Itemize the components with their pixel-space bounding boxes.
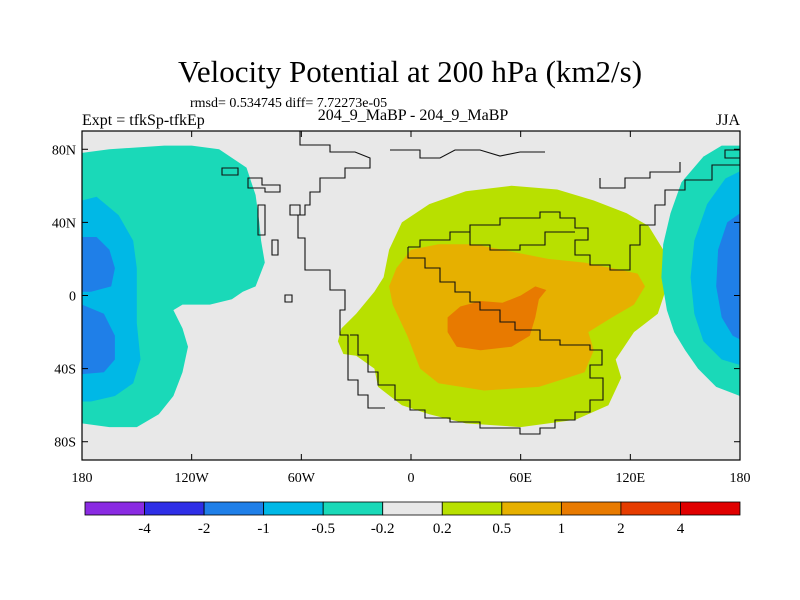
negative-lobe-pacific-east-level-m1-2 [716, 213, 740, 340]
negative-lobe-pacific-west [82, 145, 265, 428]
x-tick-label-6: 180 [730, 471, 751, 486]
y-tick-label-2: 0 [69, 290, 76, 305]
y-tick-label-0: 80N [52, 143, 76, 158]
map-plot-area [82, 131, 740, 460]
colorbar-swatch-4 [322, 501, 384, 516]
stats-label: rmsd= 0.534745 diff= 7.72273e-05 [190, 96, 387, 111]
y-tick-label-1: 40N [52, 216, 76, 231]
colorbar-label-0: -4 [138, 521, 151, 537]
x-tick-label-0: 180 [72, 471, 93, 486]
colorbar: -4 -2 -1 -0.5 -0.2 0.2 0.5 1 2 4 [84, 501, 741, 537]
colorbar-swatch-8 [560, 501, 622, 516]
colorbar-swatch-3 [263, 501, 324, 516]
colorbar-label-9: 4 [677, 521, 685, 537]
negative-lobe-pacific-east [661, 145, 740, 396]
colorbar-label-7: 1 [558, 521, 566, 537]
colorbar-swatch-9 [620, 501, 681, 516]
colorbar-swatch-1 [144, 501, 205, 516]
negative-lobe-pacific-west-level-m1-2 [82, 237, 115, 292]
chart-title: Velocity Potential at 200 hPa (km2/s) [178, 54, 642, 89]
left-label: Expt = tfkSp-tfkEp [82, 112, 205, 129]
season-label: JJA [716, 112, 740, 129]
colorbar-label-6: 0.5 [492, 521, 511, 537]
x-tick-label-3: 0 [408, 471, 415, 486]
colorbar-label-2: -1 [257, 521, 270, 537]
x-tick-label-2: 60W [288, 471, 316, 486]
colorbar-label-5: 0.2 [433, 521, 452, 537]
positive-lobe-africa-level-1-2 [447, 286, 547, 351]
x-tick-label-5: 120E [616, 471, 646, 486]
x-tick-label-4: 60E [509, 471, 532, 486]
colorbar-swatch-0 [84, 501, 145, 516]
colorbar-swatch-6 [441, 501, 503, 516]
continent-outlines [221, 131, 740, 435]
center-label: 204_9_MaBP - 204_9_MaBP [318, 107, 509, 124]
y-tick-label-3: 40S [54, 363, 76, 378]
colorbar-swatch-7 [501, 501, 562, 516]
x-tick-label-1: 120W [175, 471, 210, 486]
colorbar-label-3: -0.5 [311, 521, 335, 537]
colorbar-swatch-5 [382, 501, 443, 516]
y-axis: 80N 40N 0 40S 80S [52, 143, 740, 451]
x-axis: 180 120W 60W 0 60E 120E 180 [72, 131, 751, 486]
colorbar-label-4: -0.2 [371, 521, 395, 537]
colorbar-label-1: -2 [198, 521, 211, 537]
colorbar-swatch-2 [203, 501, 265, 516]
negative-lobe-pacific-west-level-m1-3 [82, 304, 115, 375]
y-tick-label-4: 80S [54, 436, 76, 451]
colorbar-label-8: 2 [617, 521, 625, 537]
colorbar-swatch-10 [680, 501, 741, 516]
